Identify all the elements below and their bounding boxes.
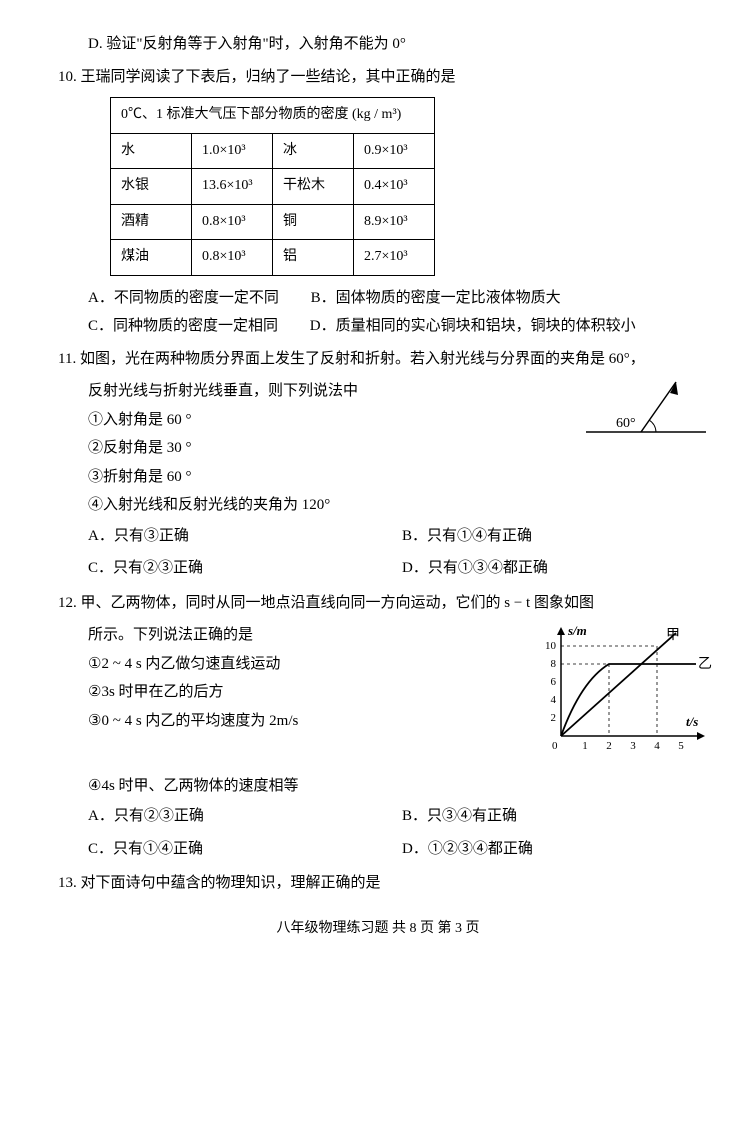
q11-opt-d: D．只有①③④都正确 [402, 554, 716, 583]
q11-stem1: 11. 如图，光在两种物质分界面上发生了反射和折射。若入射光线与分界面的夹角是 … [58, 345, 716, 374]
q11-s2: ②反射角是 30 ° [88, 434, 576, 463]
table-cell: 2.7×10³ [354, 240, 435, 276]
q12-s3: ③0 ~ 4 s 内乙的平均速度为 2m/s [88, 707, 526, 736]
table-cell: 水银 [111, 169, 192, 205]
table-cell: 0.8×10³ [192, 240, 273, 276]
svg-text:3: 3 [630, 740, 636, 752]
table-cell: 0.9×10³ [354, 133, 435, 169]
q10-density-table: 0℃、1 标准大气压下部分物质的密度 (kg / m³) 水 1.0×10³ 冰… [110, 97, 435, 276]
svg-text:s/m: s/m [567, 623, 587, 638]
q11-s1: ①入射角是 60 ° [88, 406, 576, 435]
q11-opt-c: C．只有②③正确 [88, 554, 402, 583]
svg-text:甲: 甲 [666, 628, 680, 643]
svg-text:2: 2 [606, 740, 612, 752]
q10-opt-b: B．固体物质的密度一定比液体物质大 [311, 284, 561, 313]
table-cell: 水 [111, 133, 192, 169]
q11-angle-figure: 60° [576, 377, 716, 458]
prev-option-d: D. 验证"反射角等于入射角"时，入射角不能为 0° [88, 30, 716, 59]
q12-s1: ①2 ~ 4 s 内乙做匀速直线运动 [88, 650, 526, 679]
svg-text:5: 5 [678, 740, 684, 752]
q12-opt-b: B．只③④有正确 [402, 802, 716, 831]
svg-text:乙: 乙 [698, 656, 712, 672]
q12-stem1: 12. 甲、乙两物体，同时从同一地点沿直线向同一方向运动，它们的 s − t 图… [58, 589, 716, 618]
q10-stem: 10. 王瑞同学阅读了下表后，归纳了一些结论，其中正确的是 [58, 63, 716, 92]
q11-opt-a: A．只有③正确 [88, 522, 402, 551]
table-cell: 煤油 [111, 240, 192, 276]
table-cell: 0.8×10³ [192, 204, 273, 240]
q12-opt-c: C．只有①④正确 [88, 835, 402, 864]
table-cell: 干松木 [273, 169, 354, 205]
page-footer: 八年级物理练习题 共 8 页 第 3 页 [40, 916, 716, 943]
q12-s2: ②3s 时甲在乙的后方 [88, 678, 526, 707]
q12-s4: ④4s 时甲、乙两物体的速度相等 [88, 772, 716, 801]
q11-opt-b: B．只有①④有正确 [402, 522, 716, 551]
svg-text:4: 4 [654, 740, 660, 752]
q10-table-header: 0℃、1 标准大气压下部分物质的密度 (kg / m³) [111, 98, 435, 134]
table-cell: 铜 [273, 204, 354, 240]
q10-opt-a: A．不同物质的密度一定不同 [88, 284, 279, 313]
svg-text:0: 0 [552, 740, 558, 752]
svg-text:8: 8 [551, 658, 557, 670]
q12-stem2: 所示。下列说法正确的是 [88, 621, 526, 650]
svg-text:6: 6 [551, 676, 557, 688]
q11-stem2: 反射光线与折射光线垂直，则下列说法中 [88, 377, 576, 406]
svg-text:1: 1 [582, 740, 588, 752]
svg-text:10: 10 [545, 640, 557, 652]
table-cell: 1.0×10³ [192, 133, 273, 169]
table-cell: 13.6×10³ [192, 169, 273, 205]
q10-opt-c: C．同种物质的密度一定相同 [88, 312, 278, 341]
svg-text:4: 4 [551, 694, 557, 706]
q11-s4: ④入射光线和反射光线的夹角为 120° [88, 491, 716, 520]
table-cell: 8.9×10³ [354, 204, 435, 240]
q12-opt-d: D．①②③④都正确 [402, 835, 716, 864]
q11-s3: ③折射角是 60 ° [88, 463, 716, 492]
table-cell: 酒精 [111, 204, 192, 240]
table-cell: 冰 [273, 133, 354, 169]
q12-st-chart: 2 4 6 8 10 1 2 3 4 5 0 s/m t/s 甲 乙 [526, 621, 716, 772]
svg-text:t/s: t/s [686, 714, 698, 729]
angle-label: 60° [616, 416, 636, 431]
q12-opt-a: A．只有②③正确 [88, 802, 402, 831]
q13-stem: 13. 对下面诗句中蕴含的物理知识，理解正确的是 [58, 869, 716, 898]
svg-text:2: 2 [551, 712, 557, 724]
q10-opt-d: D．质量相同的实心铜块和铝块，铜块的体积较小 [310, 312, 636, 341]
table-cell: 0.4×10³ [354, 169, 435, 205]
table-cell: 铝 [273, 240, 354, 276]
